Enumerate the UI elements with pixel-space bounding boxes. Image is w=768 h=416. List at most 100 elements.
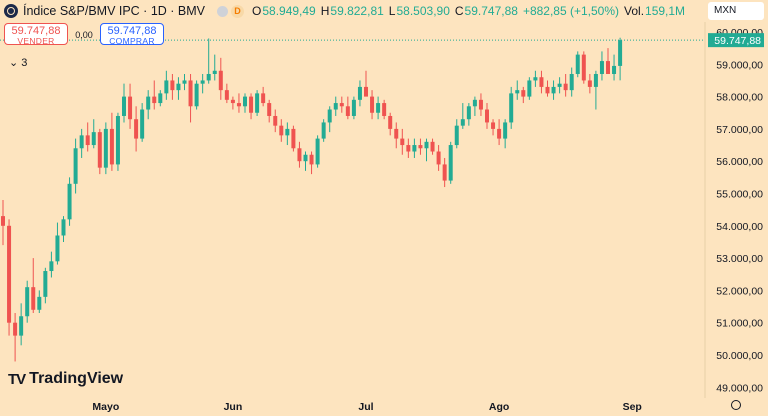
candle-body [587,80,592,87]
candle-body [563,83,568,91]
candle-body [430,141,435,152]
candle-body [194,83,199,107]
candle-body [485,109,489,123]
candle-body [539,77,544,87]
last-price-label: 59.747,88 [714,35,761,47]
candle-body [206,73,211,81]
candle-body [255,93,260,113]
candle-body [1,216,5,226]
candle-body [382,103,387,116]
candle-body [569,73,574,91]
candle-body [551,86,556,94]
candle-body [606,61,610,74]
open-label: O [252,4,262,18]
candle-body [478,99,483,110]
candle-body [376,103,381,113]
y-tick-label: 51.000,00 [716,318,763,330]
candle-body [503,122,508,139]
tradingview-watermark[interactable]: TV TradingView [8,370,123,388]
market-status-icon[interactable] [217,5,228,17]
candles [1,37,623,362]
candle-body [279,125,284,136]
candle-body [285,128,290,136]
candle-body [19,316,24,336]
sell-button[interactable]: 59.747,88 VENDER [4,23,68,46]
spread-value: 0,00 [75,30,93,40]
settings-icon[interactable] [731,400,741,410]
y-tick-label: 58.000,00 [716,92,763,104]
last-price-badge [708,33,764,48]
candle-body [230,99,235,104]
open-value: 58.949,49 [262,4,316,18]
candle-body [309,154,314,165]
candle-body [545,86,550,94]
price-axis: 60.000,0059.000,0058.000,0057.000,0056.0… [708,27,764,394]
y-tick-label: 52.000,00 [716,285,763,297]
symbol-logo-icon [4,4,18,18]
candle-body [351,99,356,116]
candle-body [521,90,526,97]
candle-body [581,54,586,81]
candle-body [31,287,36,310]
candle-body [418,145,423,149]
buy-label: COMPRAR [109,36,155,46]
candle-body [509,93,514,123]
x-tick-label: Sep [623,401,642,413]
y-tick-label: 49.000,00 [716,382,763,394]
candle-body [67,183,72,220]
candle-body [97,132,102,168]
candle-body [497,128,502,139]
candle-body [321,122,326,139]
candle-body [224,90,229,100]
chevron-down-icon: ⌄ [9,57,19,69]
candle-body [364,86,368,97]
y-tick-label: 59.000,00 [716,59,763,71]
candle-body [442,164,447,181]
candle-body [122,96,126,116]
close-label: C [454,4,464,18]
candle-body [515,90,520,94]
candle-body [315,138,320,165]
candle-body [575,54,580,74]
candle-body [79,135,84,149]
candle-body [25,287,30,317]
candle-body [176,83,181,91]
sell-label: VENDER [17,36,55,46]
symbol-title[interactable]: Índice S&P/BMV IPC · 1D · BMV [23,4,205,18]
candle-body [170,80,175,91]
candle-body [400,138,405,146]
x-tick-label: Ago [489,401,509,413]
currency-selector[interactable]: MXN [708,2,764,20]
candle-body [115,115,120,165]
candle-body [472,99,477,107]
candle-body [7,225,12,323]
y-tick-label: 55.000,00 [716,189,763,201]
candle-body [164,80,169,94]
candle-body [454,125,459,146]
candle-body [491,122,496,129]
indicators-count: 3 [21,57,28,69]
y-tick-label: 50.000,00 [716,350,763,362]
y-tick-label: 56.000,00 [716,156,763,168]
volume-value: 159,1M [645,4,686,18]
candle-body [243,96,247,107]
candle-body [73,148,78,184]
candle-body [200,80,205,84]
indicators-toggle[interactable]: ⌄ 3 [9,56,27,69]
delayed-data-badge[interactable]: D [231,4,244,18]
candle-body [182,80,187,84]
candle-body [188,80,193,107]
candle-body [388,115,393,129]
close-value: 59.747,88 [464,4,518,18]
buy-price: 59.747,88 [107,25,157,37]
chart-header: Índice S&P/BMV IPC · 1D · BMV D O 58.949… [4,2,690,20]
candle-body [599,61,604,74]
candle-body [593,73,598,87]
candle-body [91,132,96,146]
x-tick-label: Jun [224,401,243,413]
candle-body [370,96,375,113]
y-tick-label: 54.000,00 [716,221,763,233]
buy-button[interactable]: 59.747,88 COMPRAR [100,23,164,46]
tradingview-wordmark: TradingView [29,370,124,387]
